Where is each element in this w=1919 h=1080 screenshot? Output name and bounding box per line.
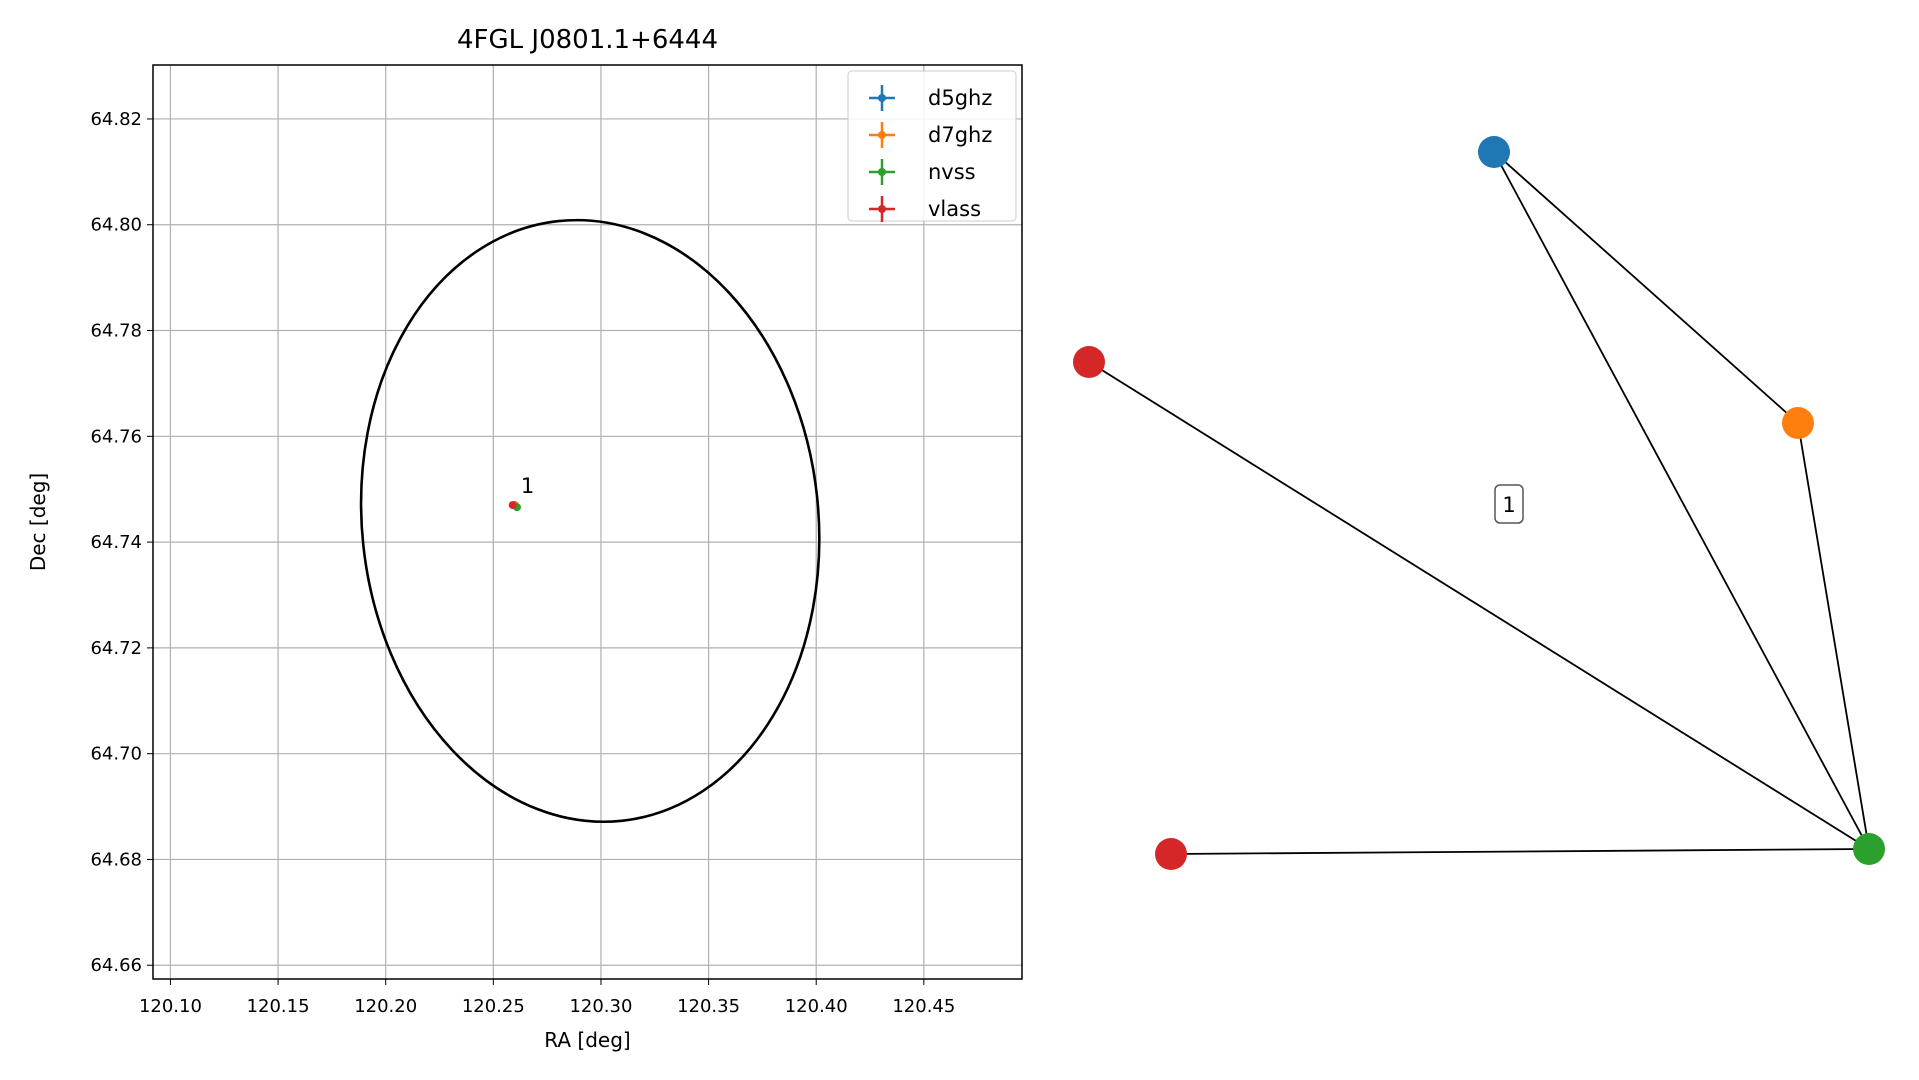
legend-entry: nvss — [869, 159, 976, 185]
annotation: 1 — [521, 474, 534, 498]
label-box — [1494, 484, 1524, 524]
y-tick-label: 64.76 — [90, 426, 142, 447]
y-tick-label: 64.66 — [90, 955, 142, 976]
x-tick-label: 120.45 — [892, 996, 955, 1017]
node — [1853, 833, 1885, 865]
legend-marker — [878, 205, 886, 213]
chart-title: 4FGL J0801.1+6444 — [457, 25, 718, 55]
legend-marker — [878, 131, 886, 139]
y-tick-label: 64.74 — [90, 532, 142, 553]
y-tick-label: 64.72 — [90, 638, 142, 659]
axes-frame — [152, 64, 1023, 980]
x-tick-label: 120.40 — [785, 996, 848, 1017]
edge — [1797, 422, 1870, 850]
legend-entry: d7ghz — [869, 122, 992, 148]
legend-marker — [878, 168, 886, 176]
edge — [1170, 848, 1870, 855]
y-tick-label: 64.80 — [90, 215, 142, 236]
edge — [1088, 361, 1870, 850]
edge — [1493, 151, 1799, 424]
legend-marker — [878, 94, 886, 102]
x-axis-label: RA [deg] — [544, 1028, 630, 1052]
x-tick-label: 120.20 — [354, 996, 417, 1017]
y-tick-label: 64.78 — [90, 321, 142, 342]
error-ellipse — [359, 218, 821, 824]
x-tick-label: 120.10 — [139, 996, 202, 1017]
data-point — [508, 501, 517, 510]
legend-label: d7ghz — [928, 123, 992, 147]
y-tick-label: 64.82 — [90, 109, 142, 130]
x-tick-label: 120.15 — [247, 996, 310, 1017]
y-axis-label: Dec [deg] — [26, 473, 50, 571]
graph-label: 1 — [1502, 493, 1515, 517]
legend-box — [847, 70, 1017, 222]
y-tick-label: 64.68 — [90, 849, 142, 870]
legend-entry: vlass — [869, 196, 981, 222]
node — [1155, 838, 1187, 870]
legend-label: nvss — [928, 160, 976, 184]
node — [1073, 346, 1105, 378]
x-tick-label: 120.35 — [677, 996, 740, 1017]
x-tick-label: 120.25 — [462, 996, 525, 1017]
legend-label: vlass — [928, 197, 981, 221]
legend-entry: d5ghz — [869, 85, 992, 111]
node — [1782, 407, 1814, 439]
node — [1478, 136, 1510, 168]
y-tick-label: 64.70 — [90, 744, 142, 765]
edge — [1493, 151, 1870, 850]
x-tick-label: 120.30 — [569, 996, 632, 1017]
legend-label: d5ghz — [928, 86, 992, 110]
